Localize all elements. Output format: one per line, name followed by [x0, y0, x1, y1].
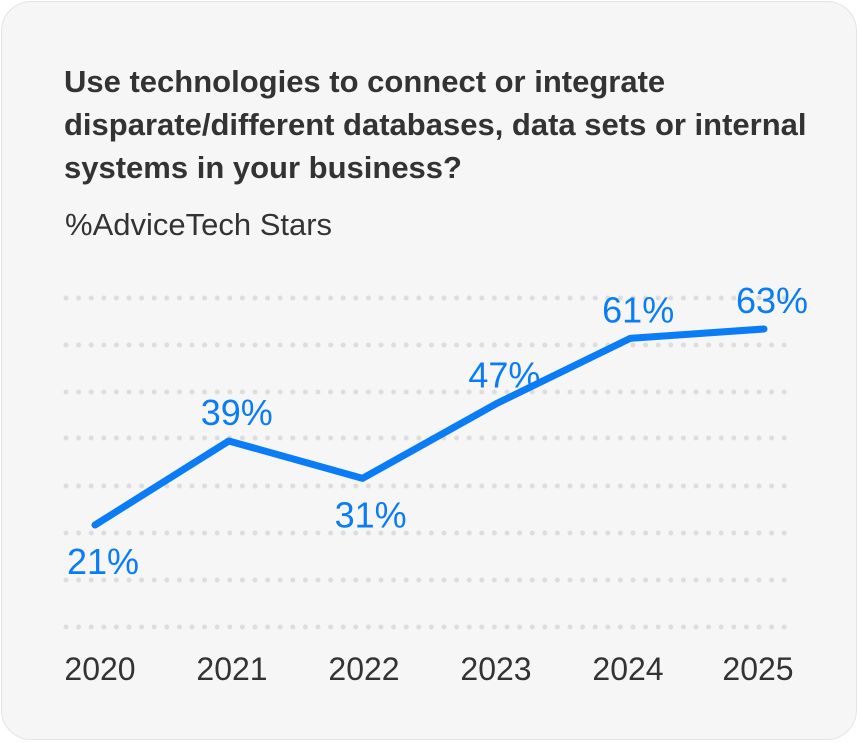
gridlines	[63, 295, 798, 630]
x-axis-ticks: 2020 2021 2022 2023 2024 2025	[64, 651, 793, 687]
x-tick-label: 2025	[722, 651, 793, 687]
chart-title: Use technologies to connect or integrate…	[64, 64, 807, 185]
data-label: 61%	[602, 289, 674, 330]
chart-subtitle: %AdviceTech Stars	[65, 207, 333, 242]
x-tick-label: 2021	[196, 651, 267, 687]
data-label: 47%	[468, 355, 540, 396]
data-labels: 21% 39% 31% 47% 61% 63%	[67, 280, 808, 582]
series-line	[91, 325, 768, 529]
data-label: 63%	[736, 280, 808, 321]
data-label: 39%	[201, 392, 273, 433]
x-tick-label: 2022	[328, 651, 399, 687]
x-tick-label: 2023	[460, 651, 531, 687]
x-tick-label: 2020	[64, 651, 135, 687]
data-label: 21%	[67, 541, 139, 582]
x-tick-label: 2024	[592, 651, 663, 687]
data-label: 31%	[335, 494, 407, 535]
series-group	[91, 325, 768, 529]
